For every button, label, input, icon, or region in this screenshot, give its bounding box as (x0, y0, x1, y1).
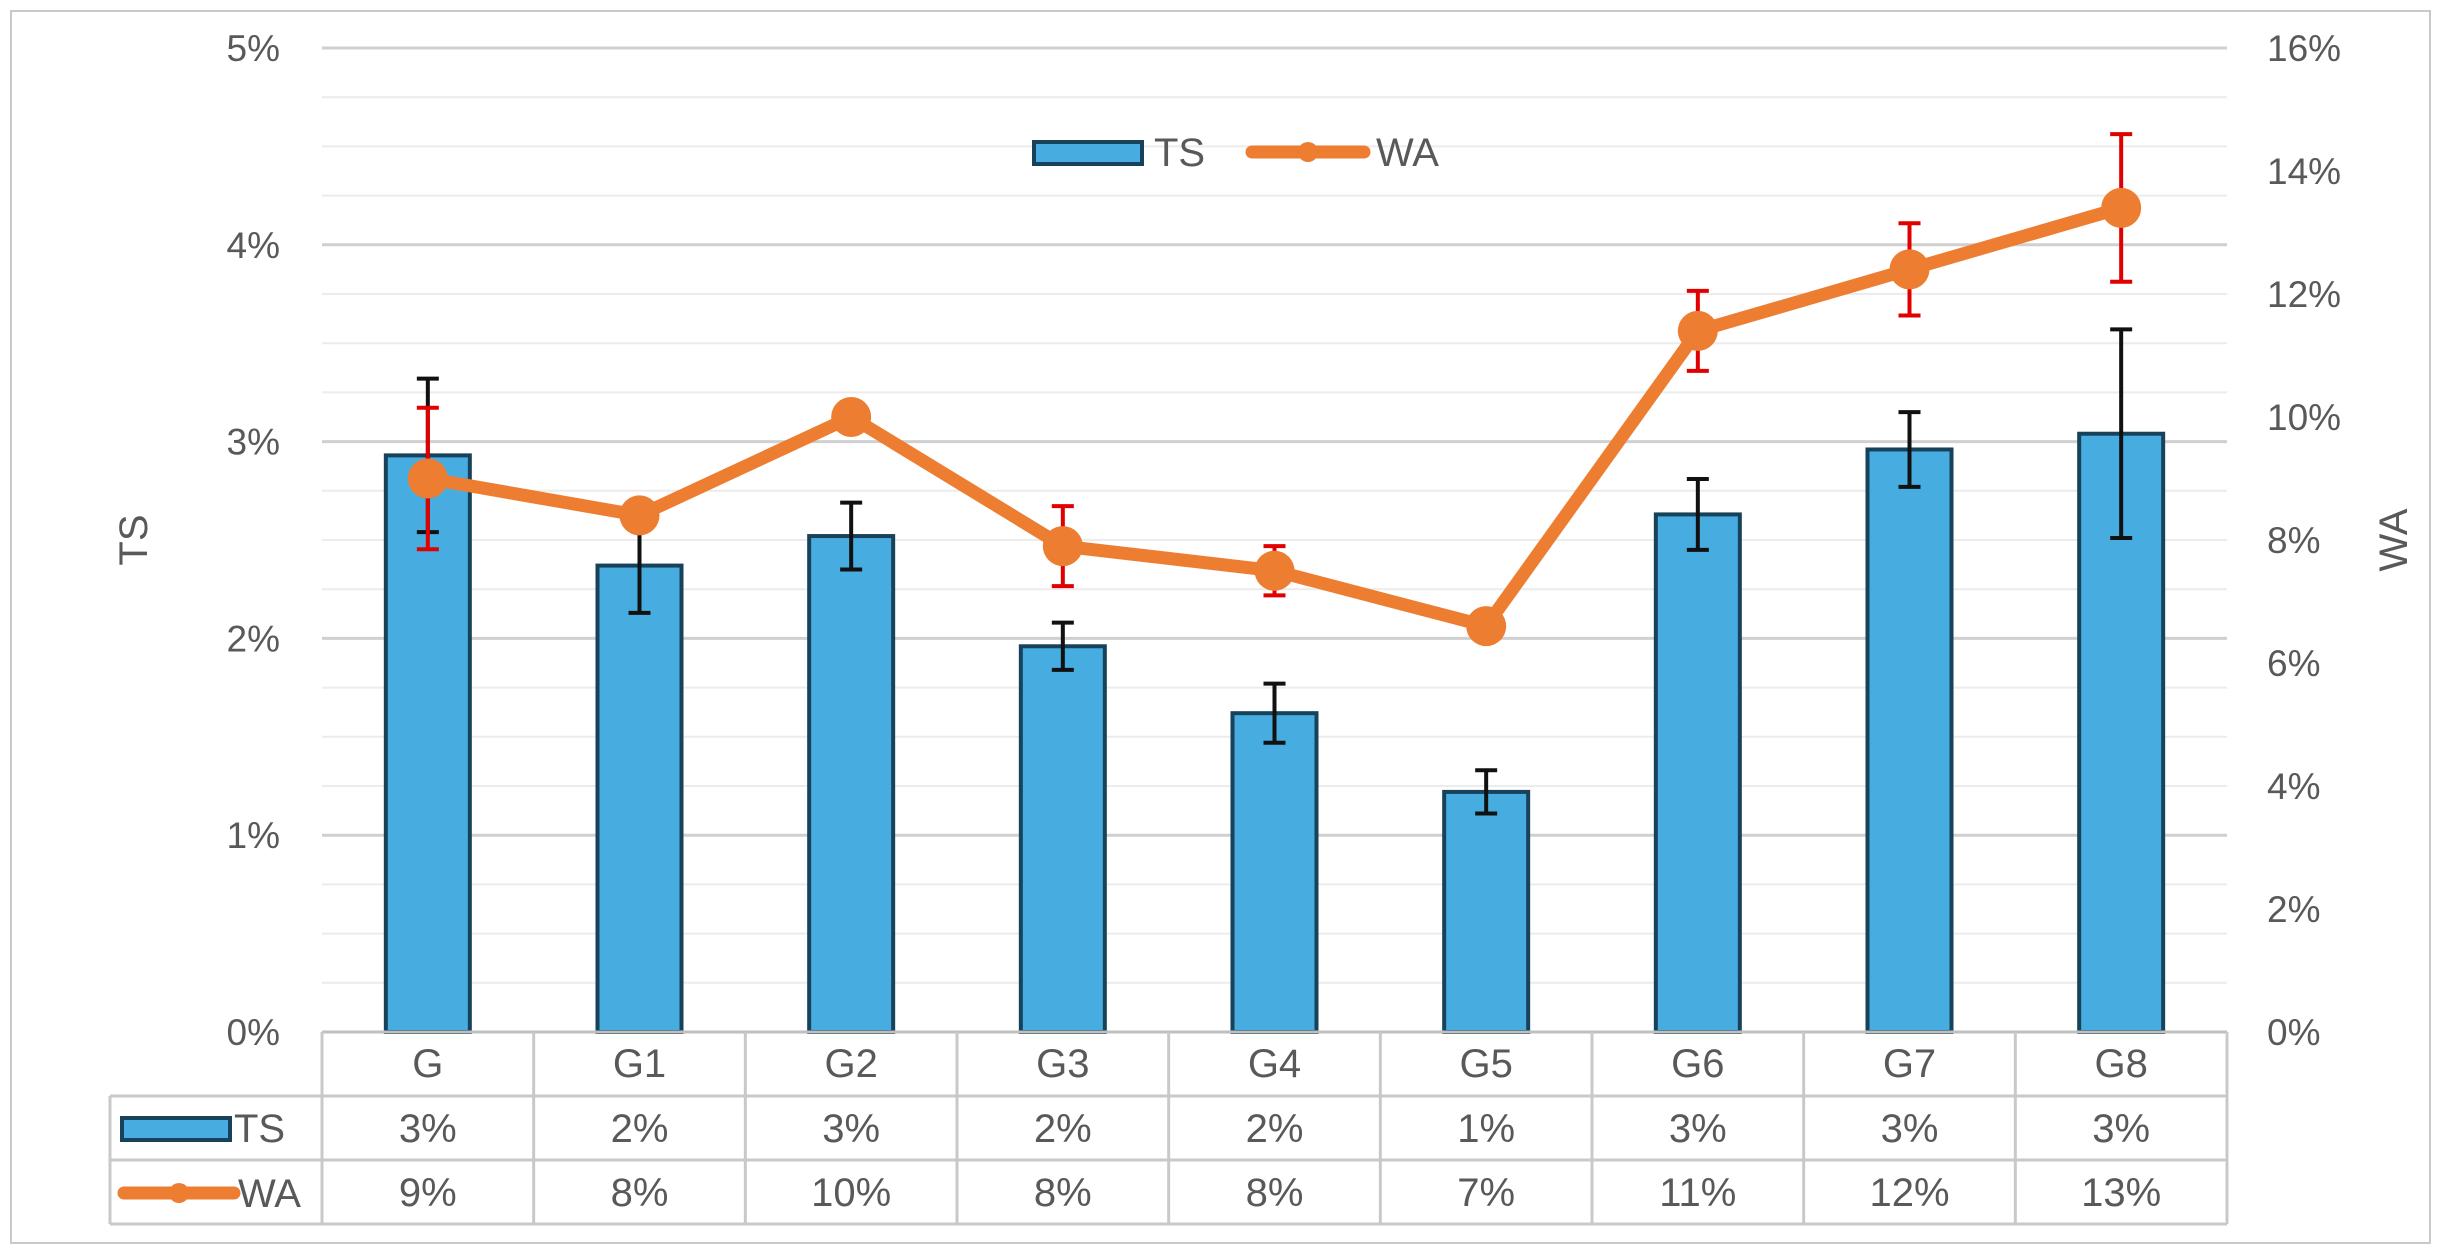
left-axis-tick-label: 5% (227, 28, 280, 69)
bar-TS-G7 (1865, 447, 1954, 1034)
left-axis-tick-label: 0% (227, 1012, 280, 1053)
bar-TS-G3 (1018, 644, 1107, 1034)
table-cell-WA: 11% (1659, 1171, 1736, 1215)
point-WA-G2 (831, 397, 872, 437)
table-cell-TS: 2% (1034, 1107, 1092, 1151)
point-WA-G (407, 458, 448, 499)
right-axis-tick-label: 0% (2267, 1012, 2320, 1053)
right-axis-tick-label: 12% (2267, 274, 2341, 315)
table-cell-WA: 9% (399, 1171, 457, 1215)
table-cell-WA: 7% (1457, 1171, 1515, 1215)
left-axis-tick-label: 2% (227, 618, 280, 659)
right-axis-tick-label: 14% (2267, 151, 2341, 192)
table-cell-WA: 12% (1869, 1171, 1949, 1215)
left-axis-tick-label: 4% (227, 225, 280, 266)
combo-chart: 0% 1% 2% 3% 4% 5% 0% 2% 4% 6% 8% 10% 12% 14% 16% TS WA TS… (108, 28, 2416, 1226)
table-cell-TS: 1% (1457, 1107, 1515, 1151)
table-cell-TS: 2% (611, 1107, 669, 1151)
table-key-swatch-TS (120, 1116, 232, 1142)
legend-swatch-TS (1032, 140, 1144, 166)
table-row-label-TS: TS (234, 1107, 285, 1151)
table-cell-TS: 3% (822, 1107, 880, 1151)
right-axis-title: WA (2372, 508, 2416, 571)
x-axis-category-label: G5 (1459, 1042, 1512, 1086)
x-axis-category-label: G3 (1036, 1042, 1089, 1086)
chart-frame: 0% 1% 2% 3% 4% 5% 0% 2% 4% 6% 8% 10% 12% 14% 16% TS WA TS… (10, 10, 2431, 1244)
right-axis-tick-label: 6% (2267, 643, 2320, 684)
left-axis-title: TS (112, 514, 156, 565)
x-axis-category-label: G8 (2094, 1042, 2147, 1086)
table-cell-TS: 3% (399, 1107, 457, 1151)
table-cell-TS: 3% (1881, 1107, 1939, 1151)
legend-label-TS: TS (1154, 131, 1205, 175)
point-WA-G3 (1042, 526, 1083, 567)
table-row-label-WA: WA (238, 1172, 301, 1216)
table-key-marker-WA (169, 1183, 189, 1203)
bar-TS-G2 (807, 534, 896, 1035)
x-axis-category-label: G6 (1671, 1042, 1724, 1086)
x-axis-category-label: G2 (824, 1042, 877, 1086)
right-axis-tick-label: 10% (2267, 397, 2341, 438)
right-axis-tick-label: 4% (2267, 766, 2320, 807)
point-WA-G1 (619, 495, 660, 536)
table-cell-WA: 10% (811, 1171, 891, 1215)
point-WA-G5 (1466, 606, 1507, 647)
x-axis-category-label: G7 (1883, 1042, 1936, 1086)
table-cell-TS: 3% (2092, 1107, 2150, 1151)
point-WA-G6 (1677, 310, 1718, 351)
x-axis-category-label: G4 (1248, 1042, 1301, 1086)
table-cell-WA: 8% (1246, 1171, 1304, 1215)
x-axis-category-label: G1 (613, 1042, 666, 1086)
legend-marker-WA (1298, 142, 1318, 162)
table-cell-WA: 8% (1034, 1171, 1092, 1215)
point-WA-G7 (1889, 249, 1930, 290)
table-cell-WA: 13% (2081, 1171, 2161, 1215)
right-axis-tick-label: 2% (2267, 889, 2320, 930)
bar-TS-G4 (1230, 711, 1319, 1035)
table-cell-WA: 8% (611, 1171, 669, 1215)
table-cell-TS: 2% (1246, 1107, 1304, 1151)
bar-TS-G5 (1442, 789, 1531, 1034)
left-axis-tick-label: 1% (227, 815, 280, 856)
left-axis-tick-label: 3% (227, 422, 280, 463)
point-WA-G8 (2101, 187, 2142, 228)
right-axis-tick-label: 16% (2267, 28, 2341, 69)
bar-TS-G1 (595, 563, 684, 1034)
right-axis-tick-label: 8% (2267, 520, 2320, 561)
point-WA-G4 (1254, 550, 1295, 591)
table-cell-TS: 3% (1669, 1107, 1727, 1151)
x-axis-category-label: G (412, 1042, 443, 1086)
legend-label-WA: WA (1376, 131, 1439, 175)
bar-TS-G6 (1653, 512, 1742, 1034)
